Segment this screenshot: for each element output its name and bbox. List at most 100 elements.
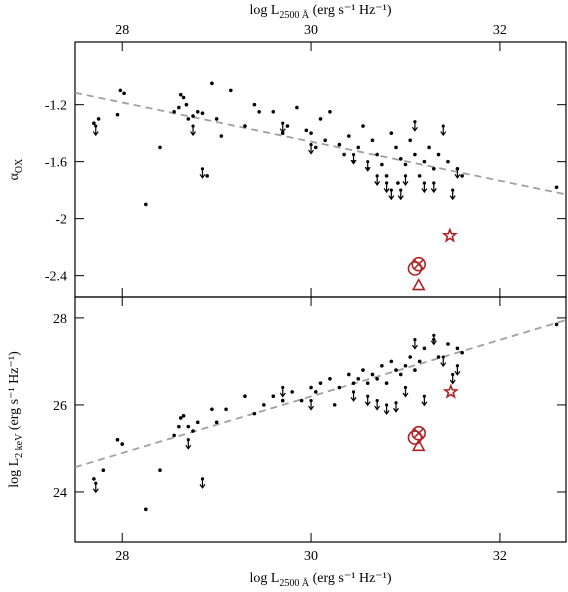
data-point: [365, 381, 370, 385]
x-tick-label: 30: [304, 23, 318, 38]
data-point: [394, 368, 398, 372]
upper-limit-dot: [422, 181, 426, 185]
upper-limit-dot: [384, 403, 389, 407]
data-point: [309, 385, 313, 390]
data-point: [370, 138, 375, 143]
data-point: [144, 507, 148, 512]
upper-limit-dot: [422, 394, 426, 398]
data-point: [299, 398, 304, 403]
y-tick-label: -2: [55, 213, 67, 228]
data-point: [200, 111, 205, 116]
data-point: [257, 110, 261, 114]
data-point: [422, 159, 427, 164]
data-point: [554, 185, 559, 190]
data-point: [262, 403, 266, 407]
label-main: log L: [249, 571, 279, 586]
y-tick-label: 28: [53, 312, 67, 327]
data-point: [361, 368, 365, 372]
data-point: [178, 92, 183, 97]
plot-frame: [74, 41, 567, 298]
data-point: [313, 145, 318, 150]
data-point: [252, 411, 257, 416]
data-point: [228, 88, 233, 93]
data-point: [323, 138, 328, 143]
data-point: [446, 159, 450, 164]
data-point: [243, 124, 247, 128]
data-point: [158, 468, 162, 472]
data-point: [214, 420, 219, 425]
data-point: [422, 346, 427, 351]
upper-limit-dot: [191, 124, 195, 128]
data-point: [172, 110, 176, 114]
data-point: [318, 381, 323, 385]
data-point: [384, 381, 389, 385]
data-point: [178, 416, 183, 420]
upper-limit-dot: [394, 401, 398, 405]
data-point: [205, 174, 209, 178]
data-point: [361, 124, 365, 128]
y-tick-label: -1.2: [45, 99, 67, 114]
x-tick-label: 32: [493, 549, 507, 564]
data-point: [389, 131, 394, 135]
upper-limit-dot: [309, 142, 313, 147]
data-point: [403, 162, 408, 167]
x-axis-label: log L2500 Å (erg s⁻¹ Hz⁻¹): [249, 3, 391, 21]
upper-limit-dot: [366, 160, 370, 164]
upper-limit-dot: [200, 477, 205, 481]
upper-limit-dot: [281, 385, 285, 390]
data-point: [186, 117, 191, 121]
data-point: [417, 359, 422, 364]
data-point: [118, 88, 123, 93]
data-point: [328, 110, 332, 114]
x-axis-label: log L2500 Å (erg s⁻¹ Hz⁻¹): [249, 571, 391, 589]
data-point: [396, 181, 400, 185]
data-point: [408, 138, 413, 143]
data-point: [446, 342, 450, 346]
plot-frame: [74, 296, 567, 543]
data-point: [436, 355, 441, 359]
data-point: [191, 429, 195, 433]
fit-line: [74, 91, 567, 196]
data-point: [177, 424, 181, 429]
data-point: [403, 363, 408, 368]
data-point: [460, 174, 464, 178]
label-main: α: [7, 172, 22, 180]
x-tick-label: 32: [493, 23, 507, 38]
upper-limit-dot: [451, 372, 455, 377]
data-point: [375, 152, 379, 157]
fit-line: [74, 319, 567, 469]
y-tick-label: -2.4: [45, 270, 67, 285]
data-point: [413, 152, 417, 157]
data-point: [356, 145, 361, 150]
upper-limit-dot: [399, 188, 403, 192]
data-point: [92, 477, 96, 481]
data-point: [214, 117, 219, 121]
data-point: [384, 174, 389, 178]
label-unit: (erg s⁻¹ Hz⁻¹): [309, 3, 392, 18]
data-point: [181, 414, 186, 418]
label-unit: (erg s⁻¹ Hz⁻¹): [309, 571, 392, 586]
upper-limit-dot: [432, 333, 436, 337]
data-point: [172, 433, 176, 438]
label-sub: 2 keV: [14, 433, 25, 458]
upper-limit-dot: [441, 124, 445, 128]
data-point: [122, 91, 126, 96]
data-point: [115, 112, 120, 117]
data-point: [408, 355, 413, 359]
data-point: [115, 437, 120, 442]
data-point: [219, 134, 224, 138]
data-point: [347, 134, 351, 138]
special-circle: [407, 430, 423, 445]
y-axis-label: log L2 keV (erg s⁻¹ Hz⁻¹): [7, 351, 25, 488]
data-point: [394, 145, 398, 150]
upper-limit-dot: [389, 188, 393, 192]
data-point: [370, 372, 375, 377]
data-point: [181, 95, 186, 100]
upper-limit-dot: [455, 167, 460, 171]
upper-limit-dot: [413, 338, 417, 342]
upper-limit-dot: [403, 385, 408, 390]
data-point: [455, 346, 460, 351]
data-point: [351, 381, 356, 385]
label-sub: 2500 Å: [279, 577, 310, 589]
